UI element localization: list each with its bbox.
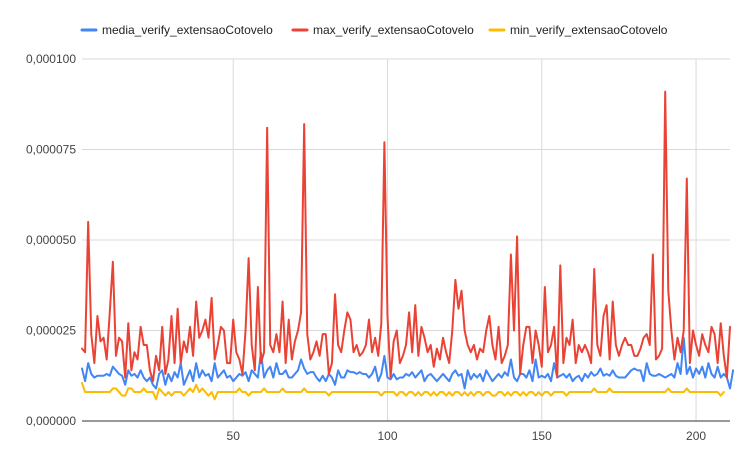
x-tick-label: 200 [686, 429, 706, 443]
series-line-min_verify_extensaoCotovelo [81, 381, 725, 401]
legend-label: media_verify_extensaoCotovelo [102, 23, 273, 37]
y-tick-label: 0,000050 [26, 233, 76, 247]
x-tick-label: 100 [377, 429, 397, 443]
legend-item: max_verify_extensaoCotovelo [291, 23, 474, 37]
y-tick-label: 0,000000 [26, 414, 76, 428]
series-line-max_verify_extensaoCotovelo [81, 90, 731, 383]
x-tick-label: 150 [532, 429, 552, 443]
series-line-media_verify_extensaoCotovelo [81, 336, 735, 390]
x-tick-label: 50 [227, 429, 241, 443]
legend-label: max_verify_extensaoCotovelo [313, 23, 474, 37]
y-tick-label: 0,000025 [26, 324, 76, 338]
series-lines [81, 90, 735, 401]
legend-item: min_verify_extensaoCotovelo [488, 23, 668, 37]
legend: media_verify_extensaoCotovelo max_verify_… [80, 23, 668, 37]
y-tick-label: 0,000100 [26, 52, 76, 66]
y-tick-label: 0,000075 [26, 143, 76, 157]
x-axis-tick-labels: 50 100 150 200 [227, 429, 707, 443]
y-axis-tick-labels: 0,000000 0,000025 0,000050 0,000075 0,000100 [26, 52, 76, 428]
legend-item: media_verify_extensaoCotovelo [80, 23, 273, 37]
legend-label: min_verify_extensaoCotovelo [510, 23, 668, 37]
